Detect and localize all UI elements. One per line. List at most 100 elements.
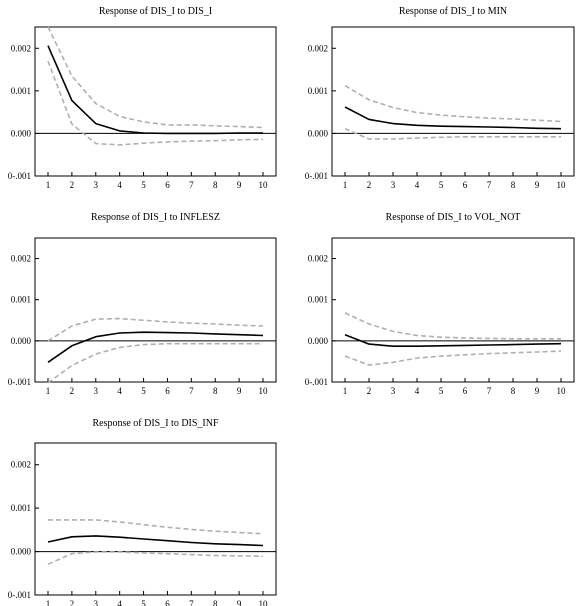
x-tick-label: 5	[439, 180, 444, 190]
x-tick-label: 1	[343, 386, 348, 396]
x-tick-label: 2	[367, 180, 372, 190]
x-tick-label: 8	[213, 386, 218, 396]
y-tick-label: 0-.001	[8, 171, 31, 181]
x-tick-label: 4	[415, 386, 420, 396]
x-tick-label: 7	[189, 599, 194, 606]
x-tick-label: 2	[70, 386, 75, 396]
series-line-response	[344, 106, 562, 130]
x-tick-label: 9	[535, 180, 540, 190]
x-tick-label: 6	[165, 599, 170, 606]
y-tick-label: 0.001	[308, 86, 328, 96]
x-tick-label: 4	[117, 386, 122, 396]
x-tick-label: 10	[557, 386, 567, 396]
series-line-upper	[344, 312, 561, 340]
x-tick-label: 2	[70, 180, 75, 190]
y-tick-label: 0.002	[308, 254, 328, 264]
panel-4: Response of DIS_I to VOL_NOT 0.002 0.001 0.…	[305, 212, 575, 396]
panel-title: Response of DIS_I to MIN	[399, 6, 507, 17]
x-tick-label: 2	[70, 599, 75, 606]
y-tick-label: 0-.001	[305, 171, 328, 181]
panel-5: Response of DIS_I to DIS_INF 0.002 0.001 0.…	[8, 418, 277, 606]
x-tick-label: 7	[189, 386, 194, 396]
x-tick-label: 1	[343, 180, 348, 190]
panel-2: Response of DIS_I to MIN 0.002 0.001 0.000 0…	[305, 6, 575, 190]
x-tick-label: 2	[367, 386, 372, 396]
series-line-response	[344, 333, 562, 348]
series-line-lower	[47, 342, 263, 384]
x-tick-label: 10	[557, 180, 567, 190]
series-line-upper	[47, 26, 264, 129]
y-tick-label: 0-.001	[8, 590, 31, 600]
series-line-response	[47, 535, 264, 547]
panel-title: Response of DIS_I to VOL_NOT	[386, 212, 521, 223]
x-tick-label: 8	[511, 386, 516, 396]
series-line-response	[47, 45, 263, 135]
y-tick-label: 0.001	[11, 295, 31, 305]
series-line-upper	[48, 519, 264, 535]
x-tick-label: 4	[117, 180, 122, 190]
y-tick-label: 0-.001	[8, 377, 31, 387]
x-tick-label: 10	[259, 599, 269, 606]
y-tick-label: 0.002	[11, 460, 31, 470]
panel-title: Response of DIS_I to INFLESZ	[91, 212, 220, 223]
x-tick-label: 6	[463, 180, 468, 190]
series-line-lower	[344, 350, 562, 366]
plot-frame	[34, 26, 277, 177]
y-tick-label: 0.002	[11, 43, 31, 53]
x-tick-label: 5	[439, 386, 444, 396]
x-tick-label: 9	[535, 386, 540, 396]
x-tick-label: 6	[165, 386, 170, 396]
plot-frame	[331, 26, 575, 177]
panel-title: Response of DIS_I to DIS_INF	[92, 418, 219, 429]
x-tick-label: 10	[259, 386, 269, 396]
y-tick-label: 0.002	[11, 254, 31, 264]
x-tick-label: 4	[415, 180, 420, 190]
plot-frame	[34, 237, 277, 383]
x-tick-label: 7	[189, 180, 194, 190]
x-tick-label: 5	[141, 180, 146, 190]
x-tick-label: 3	[391, 386, 396, 396]
x-tick-label: 3	[94, 599, 99, 606]
x-tick-label: 3	[391, 180, 396, 190]
x-tick-label: 3	[94, 180, 99, 190]
x-tick-label: 9	[237, 386, 242, 396]
y-tick-label: 0.001	[308, 295, 328, 305]
x-tick-label: 8	[511, 180, 516, 190]
x-tick-label: 9	[237, 599, 242, 606]
y-tick-label: 0.000	[308, 128, 329, 138]
y-tick-label: 0-.001	[305, 377, 328, 387]
y-tick-label: 0.000	[308, 336, 329, 346]
series-line-lower	[47, 60, 264, 146]
y-tick-label: 0.000	[11, 336, 32, 346]
x-tick-label: 6	[463, 386, 468, 396]
x-tick-label: 1	[46, 386, 51, 396]
x-tick-label: 9	[237, 180, 242, 190]
x-tick-label: 8	[213, 180, 218, 190]
x-tick-label: 7	[487, 386, 492, 396]
series-line-upper	[47, 317, 264, 342]
panel-1: Response of DIS_I to DIS_I 0.002 0.001 0.00…	[8, 6, 277, 190]
y-tick-label: 0.000	[11, 547, 32, 557]
x-tick-label: 6	[165, 180, 170, 190]
x-tick-label: 1	[46, 599, 51, 606]
panel-3: Response of DIS_I to INFLESZ 0.002 0.001 0.…	[8, 212, 277, 396]
x-tick-label: 3	[94, 386, 99, 396]
series-line-response	[47, 331, 264, 363]
x-tick-label: 4	[117, 599, 122, 606]
plot-frame	[331, 237, 575, 383]
x-tick-label: 5	[141, 386, 146, 396]
series-line-lower	[47, 551, 264, 565]
x-tick-label: 7	[487, 180, 492, 190]
x-tick-label: 1	[46, 180, 51, 190]
x-tick-label: 10	[259, 180, 269, 190]
y-tick-label: 0.000	[11, 128, 32, 138]
series-line-upper	[344, 85, 562, 123]
plot-frame	[34, 442, 277, 596]
panel-title: Response of DIS_I to DIS_I	[99, 6, 212, 17]
x-tick-label: 5	[141, 599, 146, 606]
y-tick-label: 0.001	[11, 86, 31, 96]
y-tick-label: 0.002	[308, 43, 328, 53]
x-tick-label: 8	[213, 599, 218, 606]
y-tick-label: 0.001	[11, 503, 31, 513]
